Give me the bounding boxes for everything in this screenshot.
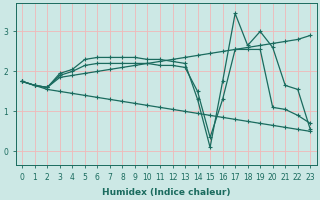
X-axis label: Humidex (Indice chaleur): Humidex (Indice chaleur) (102, 188, 230, 197)
